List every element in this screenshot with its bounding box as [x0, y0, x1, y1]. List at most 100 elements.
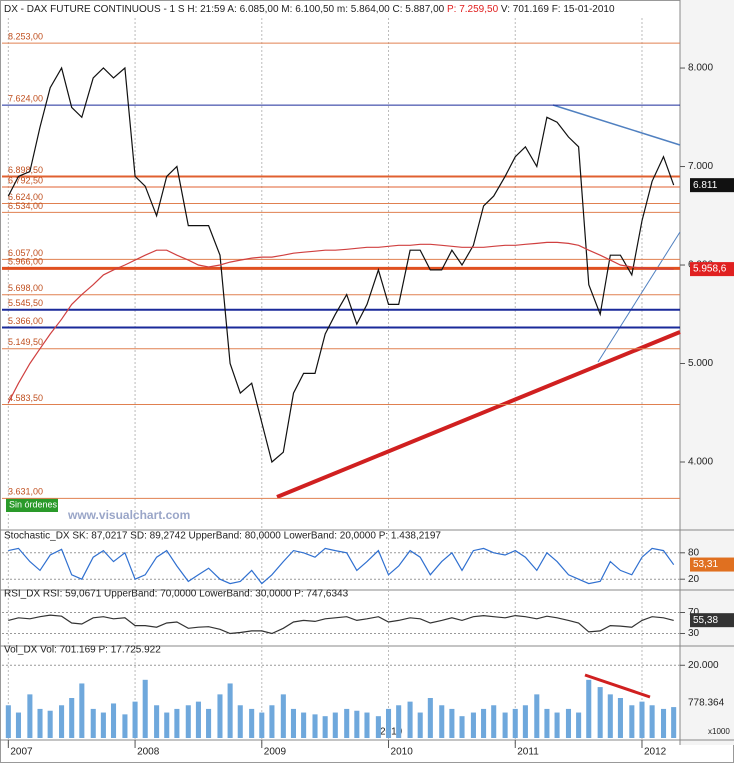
- panel-title: RSI_DX RSI: 59,0671 UpperBand: 70,0000 L…: [4, 589, 349, 600]
- volume-bar: [259, 712, 265, 738]
- volume-bar: [449, 708, 455, 738]
- level-label: 5.966,00: [8, 257, 43, 267]
- last-value-box: [690, 557, 734, 572]
- volume-bar: [217, 694, 223, 738]
- y-tick-label: 30: [688, 628, 700, 639]
- volume-bar: [280, 694, 286, 738]
- volume-bar: [407, 701, 413, 738]
- x-tick-label: 2010: [391, 747, 414, 758]
- y-tick-label: 20: [688, 574, 700, 585]
- volume-bar: [439, 705, 445, 738]
- last-value-box: [690, 178, 734, 193]
- level-label: 4.583,50: [8, 393, 43, 403]
- volume-bar: [27, 694, 33, 738]
- unit-label: x1000: [708, 727, 730, 736]
- level-label: 6.057,00: [8, 248, 43, 258]
- status-text: Sin órdenes: [9, 499, 58, 509]
- volume-bar: [544, 708, 550, 738]
- level-label: 8.253,00: [8, 31, 43, 41]
- volume-bar: [554, 712, 560, 738]
- level-label: 6.624,00: [8, 192, 43, 202]
- volume-bar: [660, 708, 667, 738]
- volume-bar: [617, 698, 623, 738]
- volume-bar: [344, 708, 350, 738]
- level-label: 6.534,00: [8, 201, 43, 211]
- volume-bar: [312, 714, 318, 738]
- y-tick-label: 5.000: [688, 358, 713, 369]
- volume-bar: [385, 708, 392, 738]
- volume-bar: [481, 708, 487, 738]
- volume-bar: [427, 698, 433, 738]
- series-line: [7, 241, 674, 404]
- grid: [2, 18, 680, 745]
- volume-bar: [512, 708, 518, 738]
- volume-bar: [69, 698, 75, 738]
- level-label: 3.631,00: [8, 487, 43, 497]
- volume-bar: [249, 708, 255, 738]
- x-tick-label: 2011: [517, 747, 539, 758]
- x-label: 2010: [380, 727, 403, 738]
- trend-line: [597, 231, 681, 363]
- last-value-label: 5.958,6: [693, 264, 727, 275]
- level-label: 7.624,00: [8, 93, 43, 103]
- volume-bar: [290, 708, 297, 738]
- series-line: [8, 547, 675, 585]
- level-label: 6.792,50: [8, 175, 43, 185]
- volume-bar: [15, 712, 22, 738]
- header-part: V: 701.169 F: 15-01-2010: [501, 4, 615, 15]
- level-label: 5.366,00: [8, 316, 43, 326]
- volume-bar: [301, 712, 307, 738]
- y-tick-label: 4.000: [688, 457, 713, 468]
- volume-bar: [597, 687, 603, 738]
- volume-bar: [79, 683, 85, 738]
- volume-bar: [649, 705, 655, 738]
- x-tick-label: 2007: [10, 747, 33, 758]
- y-tick-label: 7.000: [688, 161, 713, 172]
- last-value-box: [690, 262, 734, 277]
- volume-bar: [502, 712, 508, 738]
- panel-title: Stochastic_DX SK: 87,0217 SD: 89,2742 Up…: [4, 531, 441, 542]
- volume-bar: [671, 707, 677, 738]
- last-value-label: 55,38: [693, 615, 718, 626]
- volume-bar: [534, 694, 540, 738]
- volume-bar: [206, 708, 212, 738]
- series-line: [8, 614, 674, 635]
- volume-bar: [586, 679, 592, 738]
- volume-bar: [354, 710, 360, 738]
- volume-bar: [396, 705, 402, 738]
- last-label: 778.364: [688, 698, 725, 709]
- volume-bar: [59, 705, 65, 738]
- volume-bar: [154, 705, 160, 738]
- y-tick-label: 80: [688, 547, 700, 558]
- volume-bar: [629, 705, 635, 738]
- last-value-label: 6.811: [693, 180, 718, 191]
- trend-line: [276, 330, 681, 499]
- trend-line: [584, 673, 651, 699]
- volume-bar: [237, 705, 243, 738]
- volume-bar: [227, 683, 233, 738]
- volume-bar: [491, 705, 497, 738]
- volume-bar: [122, 714, 128, 738]
- last-value-box: [690, 613, 734, 628]
- volume-bar: [269, 705, 275, 738]
- header-part: DX - DAX FUTURE CONTINUOUS - 1 S H: 21:5…: [4, 4, 445, 15]
- level-label: 5.149,50: [8, 337, 43, 347]
- last-value-label: 53,31: [693, 559, 718, 570]
- volume-bar: [185, 705, 191, 738]
- y-tick-label: 8.000: [688, 63, 713, 74]
- volume-bar: [375, 716, 381, 738]
- volume-bar: [195, 701, 201, 738]
- trend-line: [552, 104, 681, 146]
- volume-bar: [142, 679, 148, 738]
- volume-bar: [37, 708, 43, 738]
- panel-title: Vol_DX Vol: 701.169 P: 17.725.922: [4, 645, 161, 656]
- volume-bar: [90, 708, 96, 738]
- x-tick-label: 2012: [644, 747, 667, 758]
- volume-bar: [364, 712, 370, 738]
- volume-bar: [47, 710, 53, 738]
- volume-bar: [332, 712, 338, 738]
- status-box: [6, 498, 58, 512]
- level-label: 5.545,50: [8, 298, 43, 308]
